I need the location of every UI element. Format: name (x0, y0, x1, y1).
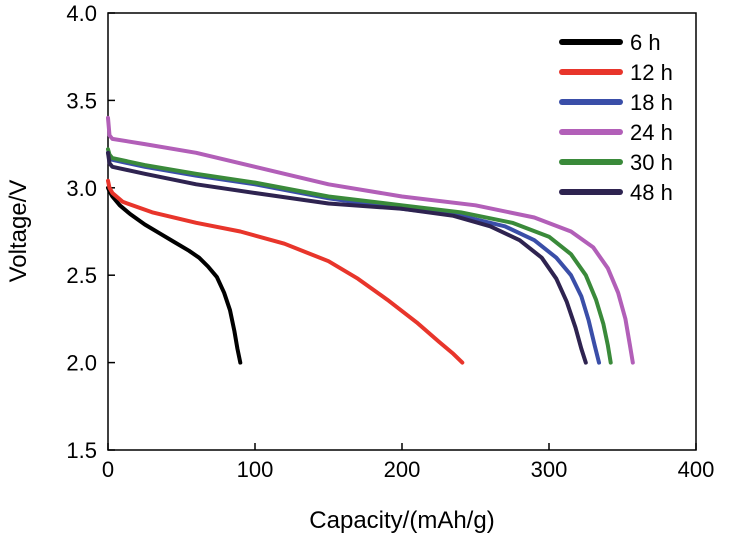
ticks: 0 100 200 300 400 1.5 2.0 2.5 3.0 3.5 4.0 (66, 1, 714, 482)
y-tick-label: 3.0 (66, 176, 97, 201)
legend-label: 24 h (630, 120, 673, 145)
legend-label: 6 h (630, 30, 661, 55)
x-tick-label: 400 (678, 457, 715, 482)
series-line-48h (106, 150, 588, 365)
legend-label: 48 h (630, 180, 673, 205)
x-tick-label: 0 (102, 457, 114, 482)
legend: 6 h 12 h 18 h 24 h 30 h 48 h (559, 30, 673, 205)
y-tick-label: 1.5 (66, 438, 97, 463)
legend-label: 12 h (630, 60, 673, 85)
series-line-24h (106, 115, 635, 365)
series-line-18h (106, 150, 601, 365)
plot-frame (107, 12, 697, 451)
y-tick-label: 2.0 (66, 351, 97, 376)
legend-label: 30 h (630, 150, 673, 175)
x-tick-label: 200 (384, 457, 421, 482)
y-axis-label: Voltage/V (5, 180, 32, 283)
x-axis-label: Capacity/(mAh/g) (309, 507, 494, 534)
x-tick-label: 300 (531, 457, 568, 482)
y-tick-label: 3.5 (66, 88, 97, 113)
series-line-6h (106, 185, 243, 365)
y-tick-label: 4.0 (66, 1, 97, 26)
series-line-30h (106, 147, 613, 365)
legend-label: 18 h (630, 90, 673, 115)
series-lines (106, 115, 635, 365)
y-tick-label: 2.5 (66, 263, 97, 288)
series-line-12h (106, 178, 465, 365)
x-tick-label: 100 (237, 457, 274, 482)
